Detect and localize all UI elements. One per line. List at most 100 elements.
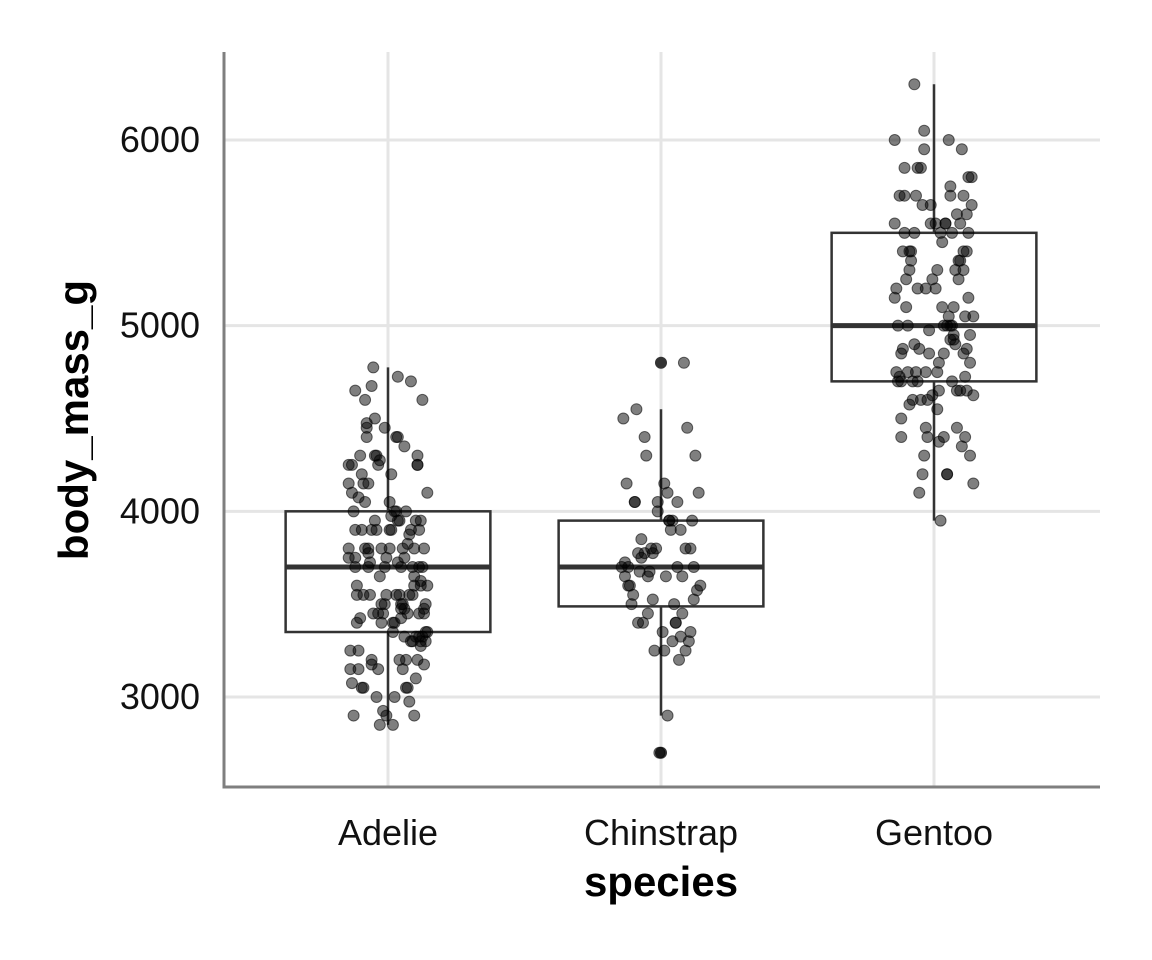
- data-point: [365, 658, 378, 671]
- jitter-points: [342, 78, 980, 759]
- data-point: [684, 626, 697, 639]
- data-point: [964, 449, 977, 462]
- outlier-point: [655, 356, 667, 369]
- data-point: [408, 570, 421, 583]
- data-point: [656, 626, 669, 639]
- data-point: [416, 561, 429, 574]
- x-tick-label: Adelie: [338, 812, 438, 853]
- data-point: [352, 491, 365, 504]
- data-point: [349, 523, 362, 536]
- data-point: [411, 458, 424, 471]
- data-point: [349, 384, 362, 397]
- data-point: [651, 505, 664, 518]
- data-point: [367, 361, 380, 374]
- data-point: [947, 301, 960, 314]
- data-point: [677, 356, 690, 369]
- data-point: [919, 282, 932, 295]
- data-point: [694, 579, 707, 592]
- data-point: [674, 630, 687, 643]
- data-point: [918, 124, 931, 137]
- data-point: [368, 514, 381, 527]
- data-point: [359, 393, 372, 406]
- data-point: [689, 449, 702, 462]
- data-point: [365, 380, 378, 393]
- data-point: [681, 421, 694, 434]
- data-point: [373, 718, 386, 731]
- data-point: [391, 370, 404, 383]
- y-tick-label: 6000: [120, 119, 200, 160]
- data-point: [939, 217, 952, 230]
- data-point: [390, 588, 403, 601]
- data-point: [406, 588, 419, 601]
- data-point: [409, 672, 422, 685]
- data-point: [671, 496, 684, 509]
- data-point: [646, 593, 659, 606]
- data-point: [398, 440, 411, 453]
- data-point: [630, 403, 643, 416]
- data-point: [666, 514, 679, 527]
- data-point: [620, 477, 633, 490]
- data-point: [944, 180, 957, 193]
- data-point: [368, 449, 381, 462]
- x-tick-label: Gentoo: [875, 812, 993, 853]
- axes: [222, 52, 1100, 789]
- data-point: [362, 547, 375, 560]
- data-point: [673, 653, 686, 666]
- data-point: [418, 542, 431, 555]
- data-point: [653, 746, 666, 759]
- data-point: [416, 393, 429, 406]
- data-point: [377, 704, 390, 717]
- data-point: [641, 607, 654, 620]
- data-point: [375, 542, 388, 555]
- data-point: [661, 709, 674, 722]
- data-point: [949, 263, 962, 276]
- data-point: [403, 695, 416, 708]
- data-point: [934, 514, 947, 527]
- data-point: [895, 375, 908, 388]
- data-point: [350, 579, 363, 592]
- data-point: [373, 570, 386, 583]
- data-point: [913, 486, 926, 499]
- data-point: [923, 347, 936, 360]
- data-point: [959, 431, 972, 444]
- data-point: [950, 421, 963, 434]
- data-point: [964, 356, 977, 369]
- data-point: [955, 143, 968, 156]
- box-gentoo: [830, 84, 1038, 521]
- data-point: [669, 616, 682, 629]
- data-point: [638, 431, 651, 444]
- data-point: [409, 630, 422, 643]
- data-point: [362, 561, 375, 574]
- data-point: [962, 226, 975, 239]
- data-point: [378, 598, 391, 611]
- data-point: [941, 319, 954, 332]
- data-point: [398, 602, 411, 615]
- data-point: [687, 561, 700, 574]
- data-point: [617, 412, 630, 425]
- data-point: [370, 691, 383, 703]
- data-point: [383, 523, 396, 536]
- data-point: [932, 435, 945, 448]
- data-point: [404, 375, 417, 388]
- data-point: [418, 658, 431, 671]
- data-point: [911, 161, 924, 174]
- box-chinstrap: [557, 356, 765, 759]
- data-point: [618, 570, 631, 583]
- data-point: [408, 709, 421, 722]
- data-point: [946, 375, 959, 388]
- data-point: [357, 588, 370, 601]
- data-point: [342, 542, 355, 555]
- data-point: [890, 282, 903, 295]
- data-point: [668, 598, 681, 611]
- data-point: [946, 226, 959, 239]
- data-point: [393, 653, 406, 666]
- data-point: [636, 616, 649, 629]
- data-point: [965, 171, 978, 184]
- data-point: [962, 291, 975, 304]
- data-point: [633, 565, 646, 578]
- data-point: [400, 681, 413, 694]
- x-axis-title: species: [584, 858, 738, 905]
- data-point: [635, 533, 648, 546]
- data-point: [947, 333, 960, 346]
